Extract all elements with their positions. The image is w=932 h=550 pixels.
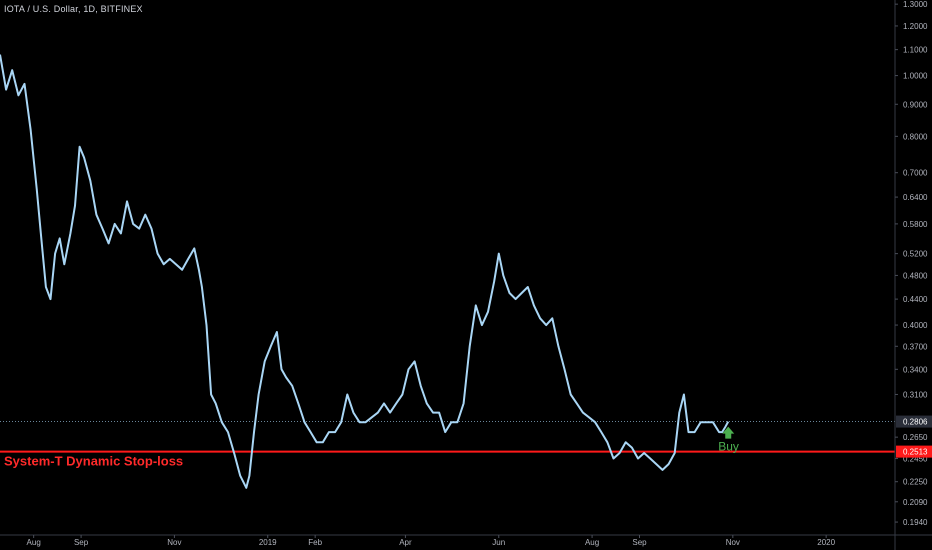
x-tick-label: 2019	[259, 538, 277, 547]
x-tick-label: Aug	[585, 538, 599, 547]
y-tick-label: 0.3700	[903, 342, 928, 351]
stop-loss-badge: 0.2513	[903, 448, 928, 457]
x-tick-label: Sep	[632, 538, 647, 547]
y-tick-label: 1.3000	[903, 0, 928, 9]
symbol-title: IOTA / U.S. Dollar, 1D, BITFINEX	[4, 4, 143, 14]
x-tick-label: Aug	[27, 538, 41, 547]
time-axis[interactable]: Aug Sep Nov 2019 Feb Apr Jun Aug Sep Nov 2020	[0, 534, 932, 547]
x-tick-label: Sep	[74, 538, 89, 547]
x-tick-label: Nov	[167, 538, 181, 547]
y-tick-label: 0.4400	[903, 295, 928, 304]
buy-arrow-icon	[722, 426, 735, 439]
y-tick-label: 0.2250	[903, 478, 928, 487]
price-series-line	[0, 54, 730, 489]
y-tick-label: 0.4800	[903, 271, 928, 280]
y-tick-label: 0.6400	[903, 193, 928, 202]
y-tick-label: 0.8000	[903, 132, 928, 141]
y-tick-label: 0.1940	[903, 518, 928, 527]
y-tick-label: 0.4000	[903, 321, 928, 330]
y-tick-label: 0.2450	[903, 455, 928, 464]
x-tick-label: Jun	[492, 538, 505, 547]
y-tick-label: 0.9000	[903, 100, 928, 109]
buy-signal-label: Buy	[718, 440, 739, 454]
stop-loss-label: System-T Dynamic Stop-loss	[4, 454, 183, 469]
y-tick-label: 0.5800	[903, 220, 928, 229]
y-tick-label: 1.2000	[903, 22, 928, 31]
x-tick-label: 2020	[817, 538, 835, 547]
price-axis[interactable]: 1.3000 1.2000 1.1000 1.0000 0.9000 0.8000 0.70…	[894, 0, 932, 550]
x-tick-label: Feb	[308, 538, 322, 547]
y-tick-label: 0.5200	[903, 250, 928, 259]
y-tick-label: 0.3400	[903, 365, 928, 374]
current-price-badge: 0.2806	[903, 418, 928, 427]
x-tick-label: Apr	[399, 538, 412, 547]
y-tick-label: 0.2090	[903, 498, 928, 507]
y-tick-label: 0.2650	[903, 433, 928, 442]
x-tick-label: Nov	[726, 538, 740, 547]
plot-area: System-T Dynamic Stop-loss Buy	[0, 54, 895, 489]
y-tick-label: 0.3100	[903, 390, 928, 399]
y-tick-label: 0.7000	[903, 169, 928, 178]
y-tick-label: 1.1000	[903, 46, 928, 55]
y-tick-label: 1.0000	[903, 72, 928, 81]
current-price-badge-bg	[896, 415, 932, 428]
stop-loss-badge-bg	[896, 445, 932, 458]
